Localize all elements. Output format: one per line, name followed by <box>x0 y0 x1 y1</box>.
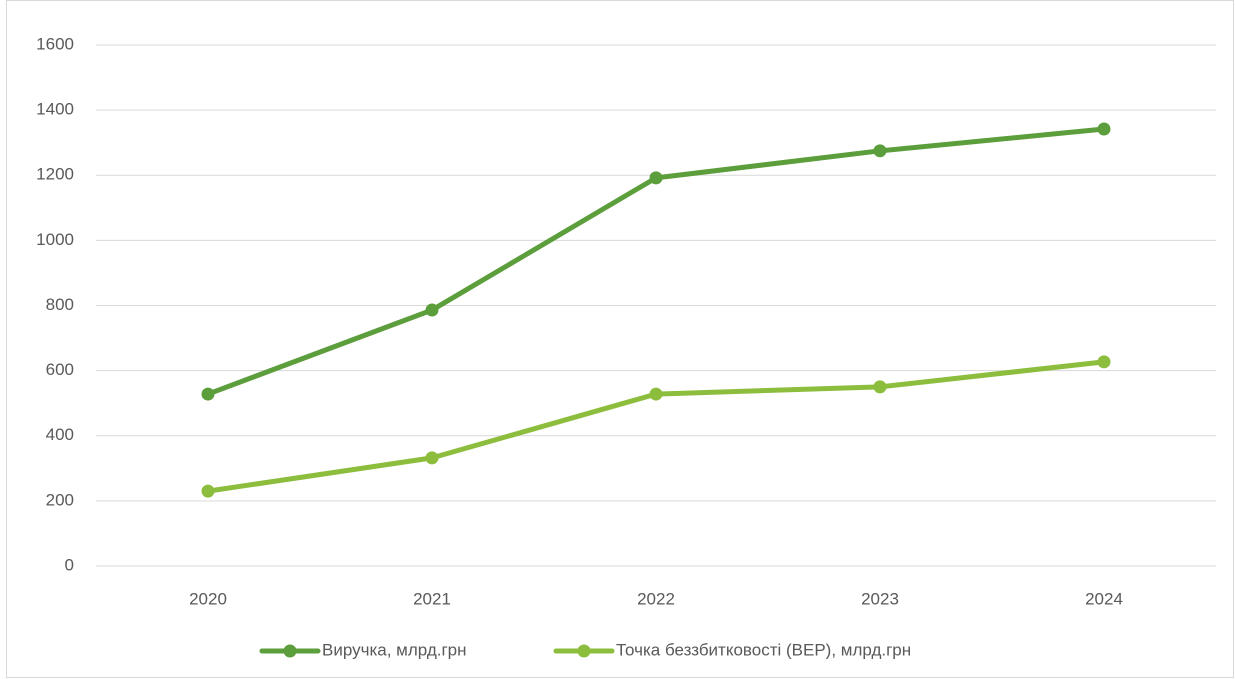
point <box>873 144 887 158</box>
chart-frame <box>6 0 1234 678</box>
y-tick-label: 1200 <box>36 165 74 184</box>
point <box>201 387 215 401</box>
legend-label: Точка беззбитковості (BEP), млрд.грн <box>616 640 911 659</box>
x-tick-label: 2021 <box>413 589 451 608</box>
y-tick-label: 400 <box>46 425 74 444</box>
y-tick-label: 200 <box>46 490 74 509</box>
point <box>873 380 887 394</box>
point <box>425 451 439 465</box>
point <box>201 484 215 498</box>
y-tick-label: 1000 <box>36 230 74 249</box>
x-tick-label: 2020 <box>189 589 227 608</box>
point <box>1097 122 1111 136</box>
point <box>649 387 663 401</box>
point <box>425 303 439 317</box>
x-tick-label: 2023 <box>861 589 899 608</box>
y-tick-label: 0 <box>65 555 74 574</box>
x-tick-label: 2024 <box>1085 589 1123 608</box>
y-tick-label: 800 <box>46 295 74 314</box>
point <box>1097 355 1111 369</box>
y-tick-label: 1400 <box>36 100 74 119</box>
x-tick-label: 2022 <box>637 589 675 608</box>
legend-marker <box>283 644 297 658</box>
legend-label: Виручка, млрд.грн <box>322 640 467 659</box>
y-tick-label: 600 <box>46 360 74 379</box>
y-tick-label: 1600 <box>36 34 74 53</box>
point <box>649 171 663 185</box>
legend-marker <box>577 644 591 658</box>
